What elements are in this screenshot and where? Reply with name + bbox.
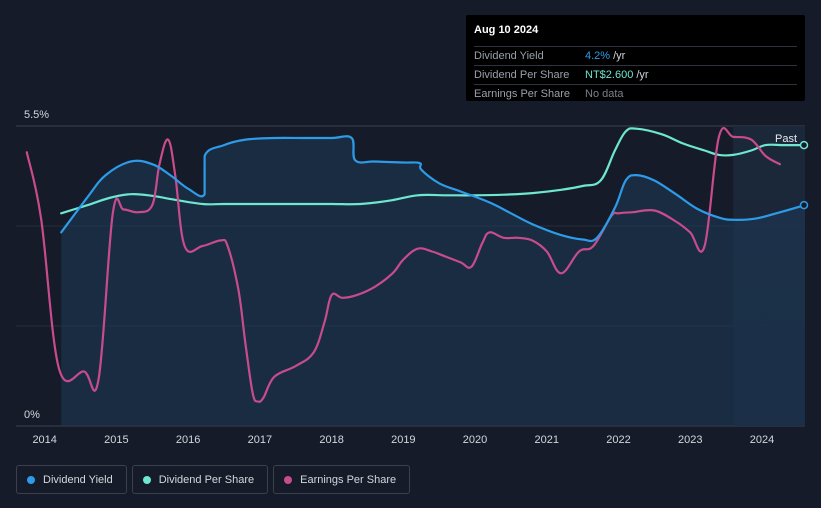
tooltip-date: Aug 10 2024 [474, 15, 797, 47]
tooltip-value: No data [585, 88, 624, 100]
legend-dot-icon [27, 475, 35, 484]
tooltip-value: 4.2% [585, 50, 611, 62]
tooltip-row-earnings-per-share: Earnings Per Share No data [474, 85, 797, 103]
legend-label: Dividend Per Share [158, 473, 255, 486]
tooltip-unit: /yr [613, 50, 626, 62]
legend-label: Earnings Per Share [300, 473, 397, 486]
earnings-per-share-line [25, 127, 781, 403]
x-tick-label: 2018 [319, 434, 343, 446]
y-axis-label-top: 5.5% [24, 109, 49, 121]
end-marker [799, 140, 809, 150]
tooltip-label: Dividend Per Share [474, 69, 570, 81]
chart-legend: Dividend Yield Dividend Per Share Earnin… [16, 465, 411, 494]
x-tick-label: 2021 [535, 434, 559, 446]
legend-dot-icon [284, 475, 293, 484]
tooltip-label: Dividend Yield [474, 50, 544, 62]
x-tick-label: 2024 [750, 434, 774, 446]
legend-earnings-per-share[interactable]: Earnings Per Share [273, 465, 411, 494]
x-tick-label: 2020 [463, 434, 487, 446]
x-tick-label: 2016 [176, 434, 200, 446]
x-tick-label: 2022 [606, 434, 630, 446]
legend-dot-icon [142, 475, 151, 484]
legend-dividend-per-share[interactable]: Dividend Per Share [131, 465, 269, 494]
tooltip-row-dividend-per-share: Dividend Per Share NT$2.600/yr [474, 66, 797, 85]
x-axis: 2014 2015 2016 2017 2018 2019 2020 2021 2022 2023… [32, 434, 774, 446]
x-tick-label: 2017 [248, 434, 272, 446]
tooltip-unit: /yr [636, 69, 649, 81]
x-tick-label: 2015 [104, 434, 128, 446]
past-label: Past [775, 133, 797, 145]
x-tick-label: 2023 [678, 434, 702, 446]
x-tick-label: 2019 [391, 434, 415, 446]
tooltip-value: NT$2.600 [585, 69, 634, 81]
x-tick-label: 2014 [32, 434, 56, 446]
dividend-per-share-line [60, 127, 807, 215]
hover-tooltip: Aug 10 2024 Dividend Yield 4.2%/yr Divid… [466, 15, 805, 101]
y-axis-label-bottom: 0% [24, 409, 40, 421]
legend-label: Dividend Yield [43, 473, 113, 486]
tooltip-row-dividend-yield: Dividend Yield 4.2%/yr [474, 47, 797, 66]
tooltip-label: Earnings Per Share [474, 88, 570, 100]
end-marker [799, 200, 809, 210]
legend-dividend-yield[interactable]: Dividend Yield [16, 465, 127, 494]
dividend-yield-line [60, 135, 807, 243]
